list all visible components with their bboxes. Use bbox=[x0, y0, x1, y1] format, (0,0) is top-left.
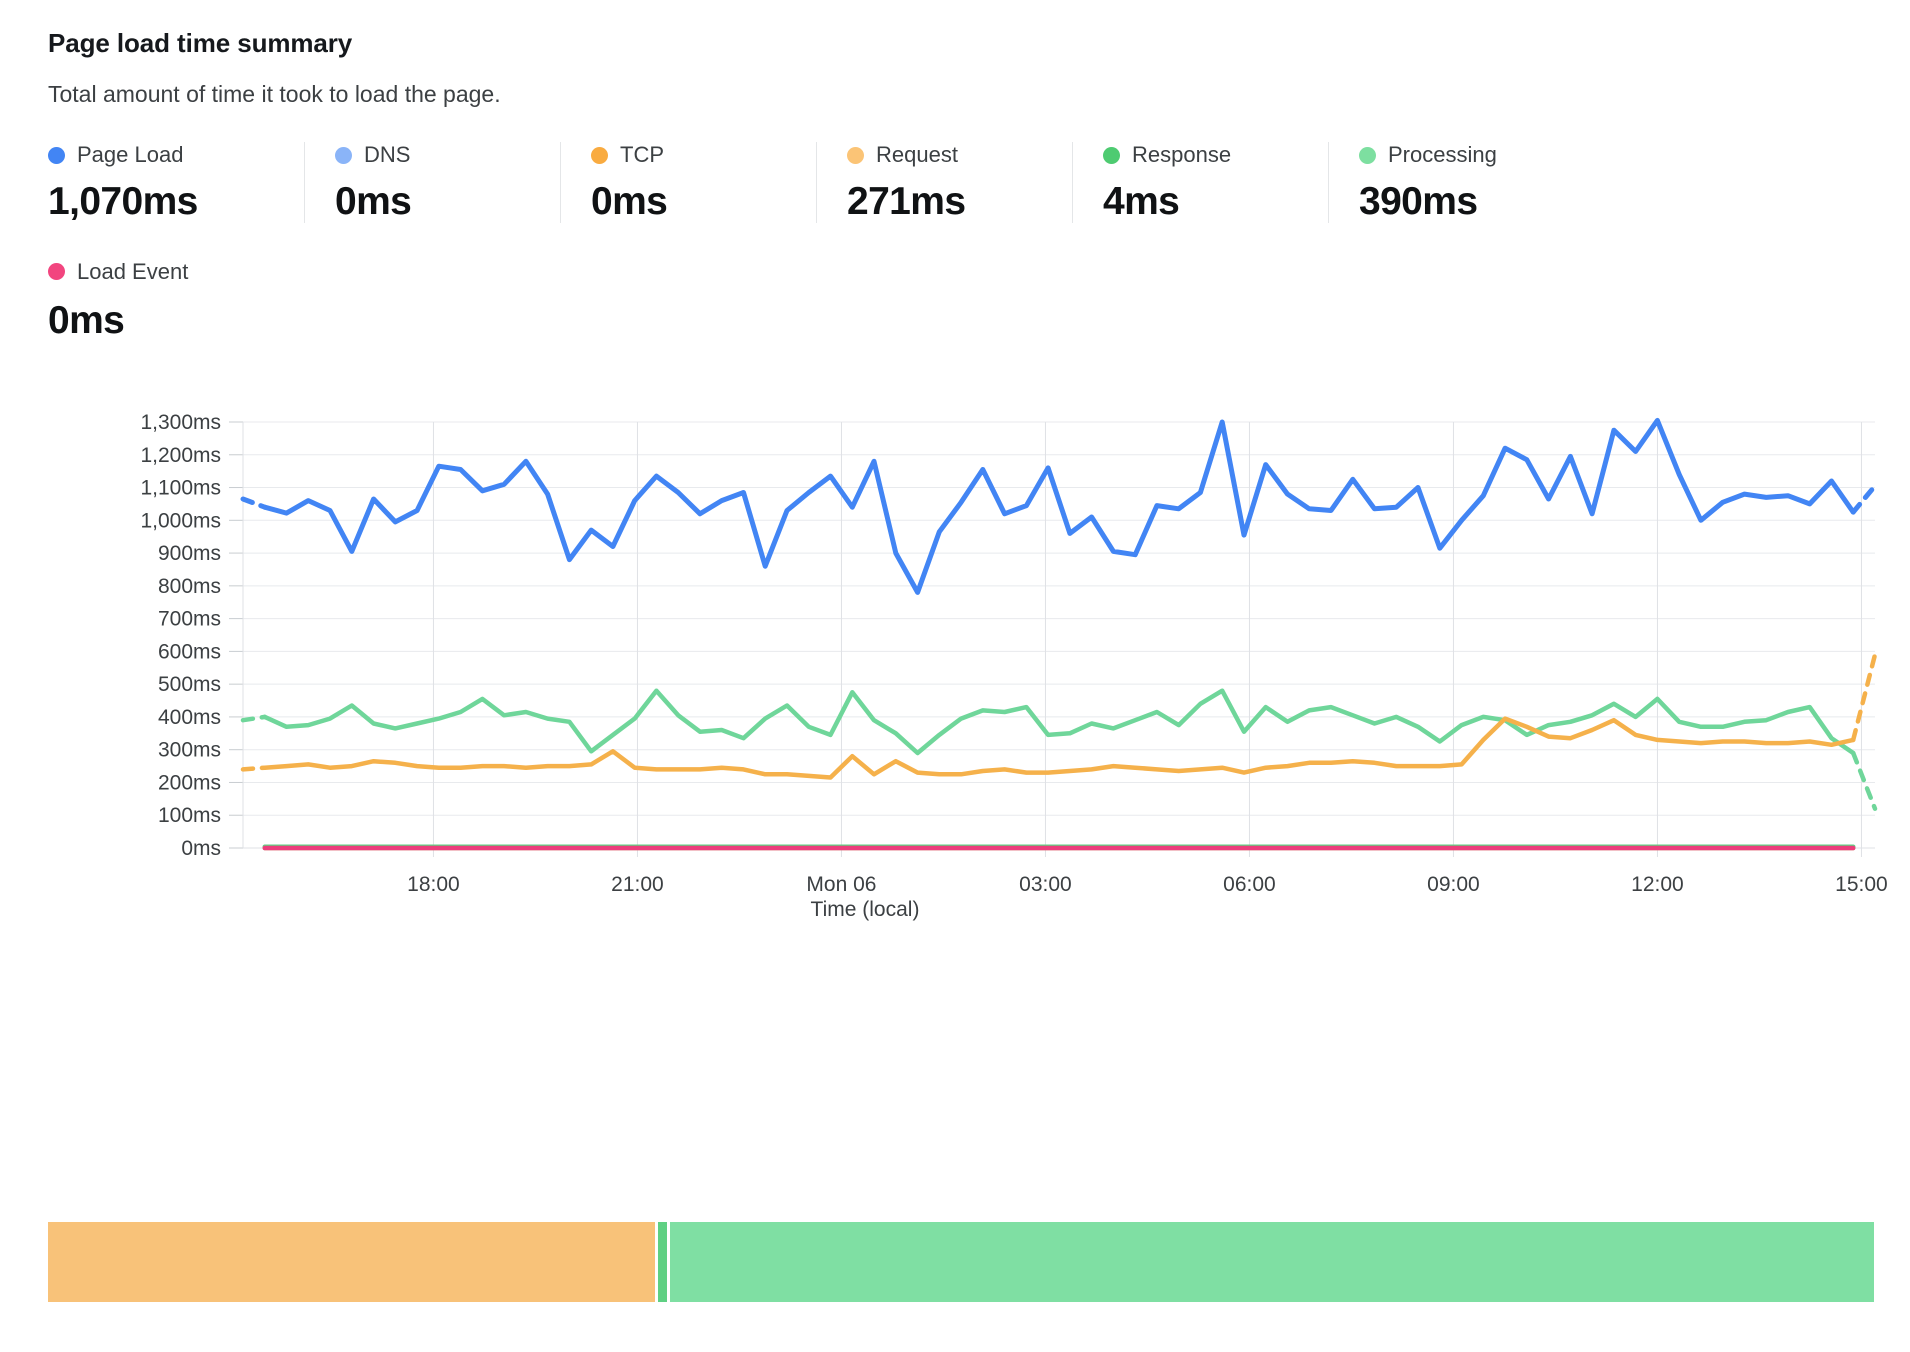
x-tick-label: 21:00 bbox=[611, 873, 664, 896]
y-tick-label: 800ms bbox=[158, 575, 221, 598]
series-line-page-load[interactable] bbox=[262, 417, 1856, 595]
series-lead-dash-processing bbox=[240, 714, 268, 723]
metric-header: TCP bbox=[591, 142, 816, 168]
metric-header: Response bbox=[1103, 142, 1328, 168]
bar-segment-request[interactable] bbox=[48, 1222, 655, 1302]
metrics-strip-secondary: Load Event 0ms bbox=[48, 259, 1838, 342]
metric-value: 0ms bbox=[591, 180, 668, 223]
metric-header: Processing bbox=[1359, 142, 1584, 168]
y-tick-label: 400ms bbox=[158, 706, 221, 729]
y-tick-label: 0ms bbox=[181, 837, 221, 860]
metric-label: TCP bbox=[620, 142, 664, 167]
series-trail-dash-processing bbox=[1850, 750, 1878, 811]
metric-value: 271ms bbox=[847, 180, 966, 223]
metric-label: DNS bbox=[364, 142, 411, 167]
y-tick-label: 1,100ms bbox=[140, 476, 221, 499]
chart-canvas[interactable]: 0ms 100ms 200ms 300ms 400ms 500ms 600ms 700ms 80… bbox=[0, 398, 1910, 918]
series-line-processing[interactable] bbox=[262, 688, 1856, 756]
y-tick-label: 600ms bbox=[158, 640, 221, 663]
legend-dot-icon bbox=[591, 146, 608, 164]
metric-card-processing: Processing 390ms bbox=[1328, 142, 1584, 223]
legend-dot-icon bbox=[1103, 146, 1120, 164]
metric-value: 0ms bbox=[335, 180, 412, 223]
metric-label: Page Load bbox=[77, 142, 184, 167]
y-tick-label: 500ms bbox=[158, 673, 221, 696]
x-axis-title: Time (local) bbox=[810, 897, 920, 921]
series-trail-dash-page-load bbox=[1850, 483, 1878, 515]
x-tick-label: 06:00 bbox=[1223, 873, 1276, 896]
x-tick-label: 15:00 bbox=[1835, 873, 1888, 896]
phase-breakdown-bar[interactable] bbox=[48, 1222, 1875, 1302]
legend-dot-icon bbox=[48, 146, 65, 164]
metric-label: Request bbox=[876, 142, 958, 167]
page-load-time-chart[interactable]: 0ms 100ms 200ms 300ms 400ms 500ms 600ms 700ms 80… bbox=[0, 398, 1910, 938]
series-lead-dash-request bbox=[240, 765, 268, 772]
metric-card-load-event: Load Event 0ms bbox=[48, 259, 304, 342]
metric-value: 1,070ms bbox=[48, 180, 198, 223]
page-load-summary-panel: Page load time summary Total amount of t… bbox=[0, 0, 1910, 342]
metric-header: DNS bbox=[335, 142, 560, 168]
y-tick-label: 1,300ms bbox=[140, 411, 221, 434]
x-tick-label: Mon 06 bbox=[806, 873, 876, 896]
x-tick-label: 03:00 bbox=[1019, 873, 1072, 896]
y-tick-label: 1,000ms bbox=[140, 509, 221, 532]
legend-dot-icon bbox=[335, 146, 352, 164]
series-line-request[interactable] bbox=[262, 716, 1856, 780]
metric-value: 4ms bbox=[1103, 180, 1180, 223]
metric-card-tcp: TCP 0ms bbox=[560, 142, 816, 223]
page-title: Page load time summary bbox=[48, 28, 353, 58]
metric-label: Load Event bbox=[77, 258, 189, 284]
metric-card-request: Request 271ms bbox=[816, 142, 1072, 223]
series-lead-dash-page-load bbox=[240, 496, 268, 510]
metric-label: Processing bbox=[1388, 142, 1497, 167]
y-tick-label: 200ms bbox=[158, 771, 221, 794]
legend-dot-icon bbox=[48, 263, 65, 281]
metric-value: 0ms bbox=[48, 298, 125, 342]
metric-header: Load Event bbox=[48, 259, 304, 285]
metric-card-response: Response 4ms bbox=[1072, 142, 1328, 223]
y-tick-label: 1,200ms bbox=[140, 444, 221, 467]
bar-segment-response[interactable] bbox=[657, 1222, 667, 1302]
metric-header: Page Load bbox=[48, 142, 304, 168]
bar-segment-processing[interactable] bbox=[669, 1222, 1874, 1302]
x-tick-label: 18:00 bbox=[407, 873, 460, 896]
x-tick-label: 09:00 bbox=[1427, 873, 1480, 896]
metrics-strip: Page Load 1,070ms DNS 0ms TCP 0ms Request 271ms… bbox=[48, 142, 1838, 223]
metric-card-page-load: Page Load 1,070ms bbox=[48, 142, 304, 223]
metric-label: Response bbox=[1132, 142, 1232, 167]
x-tick-label: 12:00 bbox=[1631, 873, 1684, 896]
series-trail-dash-request bbox=[1850, 652, 1878, 743]
page-subtitle: Total amount of time it took to load the… bbox=[48, 81, 501, 107]
y-tick-label: 300ms bbox=[158, 739, 221, 762]
metric-value: 390ms bbox=[1359, 180, 1478, 223]
legend-dot-icon bbox=[1359, 146, 1376, 164]
y-tick-label: 100ms bbox=[158, 804, 221, 827]
y-tick-label: 700ms bbox=[158, 607, 221, 630]
metric-card-dns: DNS 0ms bbox=[304, 142, 560, 223]
y-tick-label: 900ms bbox=[158, 542, 221, 565]
metric-header: Request bbox=[847, 142, 1072, 168]
legend-dot-icon bbox=[847, 146, 864, 164]
